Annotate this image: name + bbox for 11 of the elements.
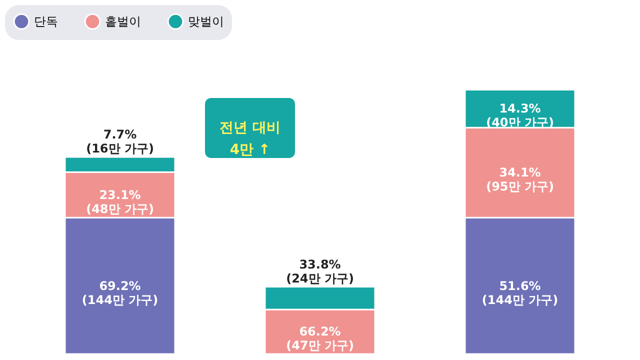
legend-label: 맞벌이 — [188, 14, 224, 29]
legend-label: 홑벌이 — [105, 14, 141, 29]
data-label: 23.1% (48만 가구) — [86, 188, 154, 216]
data-label: 69.2% (144만 가구) — [82, 278, 158, 307]
data-label: 34.1% (95만 가구) — [486, 166, 554, 194]
data-label: 7.7% (16만 가구) — [86, 128, 154, 156]
annotation: 전년 대비 4만 ↑ — [220, 120, 280, 158]
data-label: 33.8% (24만 가구) — [286, 257, 354, 286]
data-label: 66.2% (47만 가구) — [286, 324, 354, 353]
legend-label: 단독 — [34, 14, 58, 29]
data-label: 51.6% (144만 가구) — [482, 278, 558, 307]
